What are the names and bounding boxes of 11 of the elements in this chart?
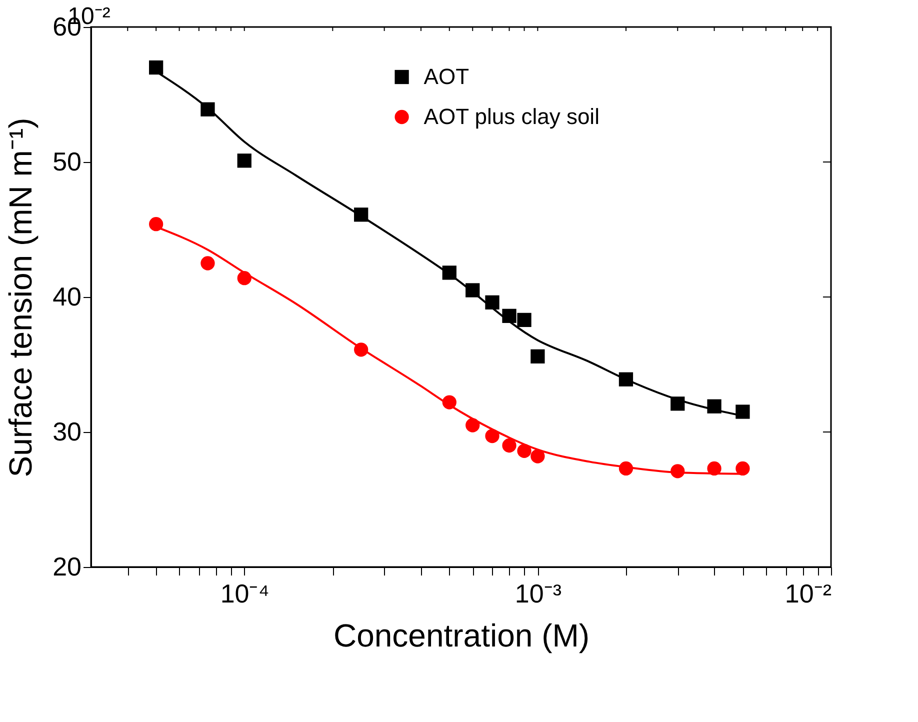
y-tick-label: 20 — [52, 552, 82, 582]
legend-label: AOT plus clay soil — [424, 104, 600, 129]
x-tick-label: 10⁻⁴ — [220, 578, 270, 608]
y-tick-label: 40 — [52, 282, 82, 312]
legend-label: AOT — [424, 64, 470, 89]
x-axis-title: Concentration (M) — [333, 618, 590, 654]
y-tick-label: 30 — [52, 416, 82, 446]
x-tick-label: 10⁻³ — [514, 578, 562, 608]
x-tick-label: 10⁻² — [784, 578, 832, 608]
y-tick-label: 50 — [52, 146, 82, 176]
y-axis-title: Surface tension (mN m⁻¹) — [2, 118, 39, 478]
